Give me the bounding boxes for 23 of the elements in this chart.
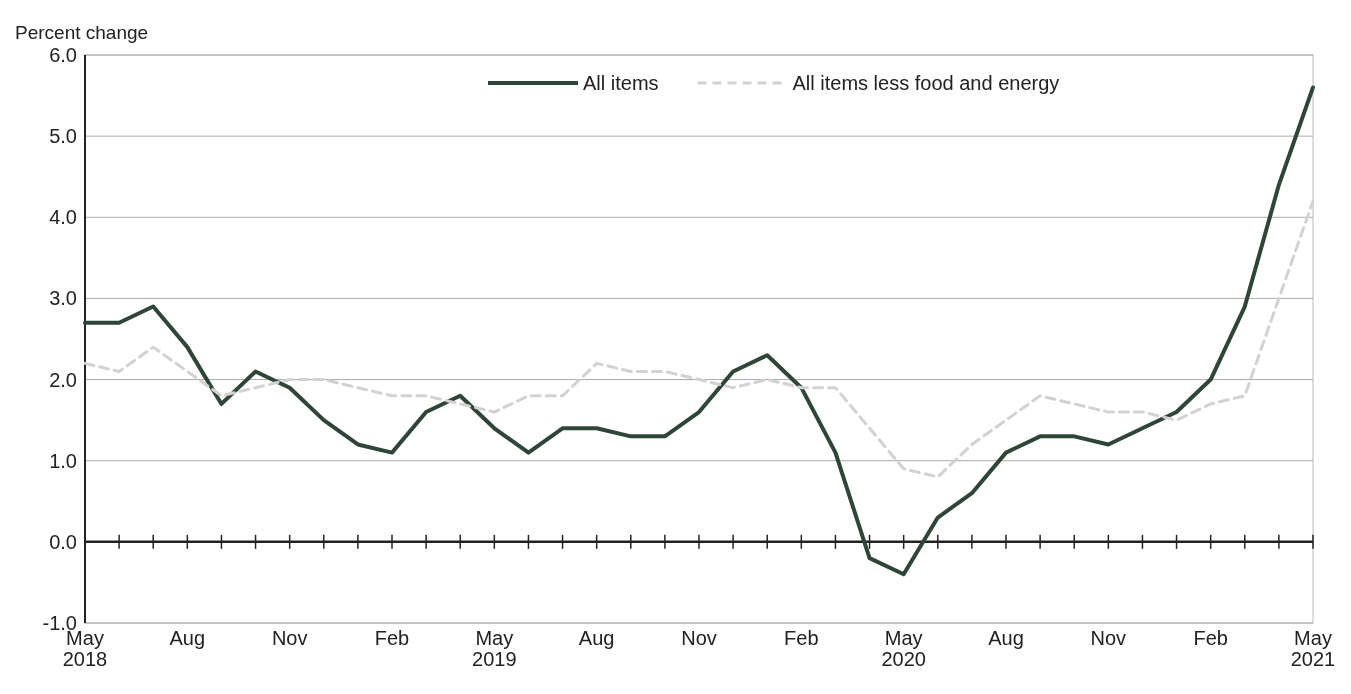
y-tick-label: 5.0 — [49, 125, 77, 148]
x-tick-label: May 2021 — [1290, 627, 1336, 670]
y-tick-label: 0.0 — [49, 530, 77, 553]
x-tick-label: Aug — [578, 627, 615, 649]
y-tick-label: 3.0 — [49, 287, 77, 310]
y-tick-label: 1.0 — [49, 449, 77, 472]
y-tick-label: 4.0 — [49, 206, 77, 229]
x-tick-label: Nov — [681, 627, 717, 649]
line-series — [83, 199, 1315, 479]
x-tick-label: Feb — [374, 627, 410, 649]
x-tick-label: Aug — [169, 627, 206, 649]
x-tick-label: Feb — [784, 627, 819, 649]
legend-label: All items — [583, 72, 659, 94]
x-tick-label: May 2019 — [472, 627, 517, 670]
x-tick-label: May 2020 — [881, 627, 926, 670]
x-tick-label: Aug — [988, 627, 1024, 649]
x-tick-label: Feb — [1193, 627, 1228, 649]
y-axis-title: Percent change — [15, 22, 149, 43]
x-tick-label: Nov — [1090, 627, 1127, 649]
y-tick-label: 6.0 — [49, 44, 77, 66]
x-tick-label: Nov — [271, 627, 308, 649]
y-tick-label: 2.0 — [49, 368, 77, 391]
legend-label: All items less food and energy — [792, 72, 1060, 94]
